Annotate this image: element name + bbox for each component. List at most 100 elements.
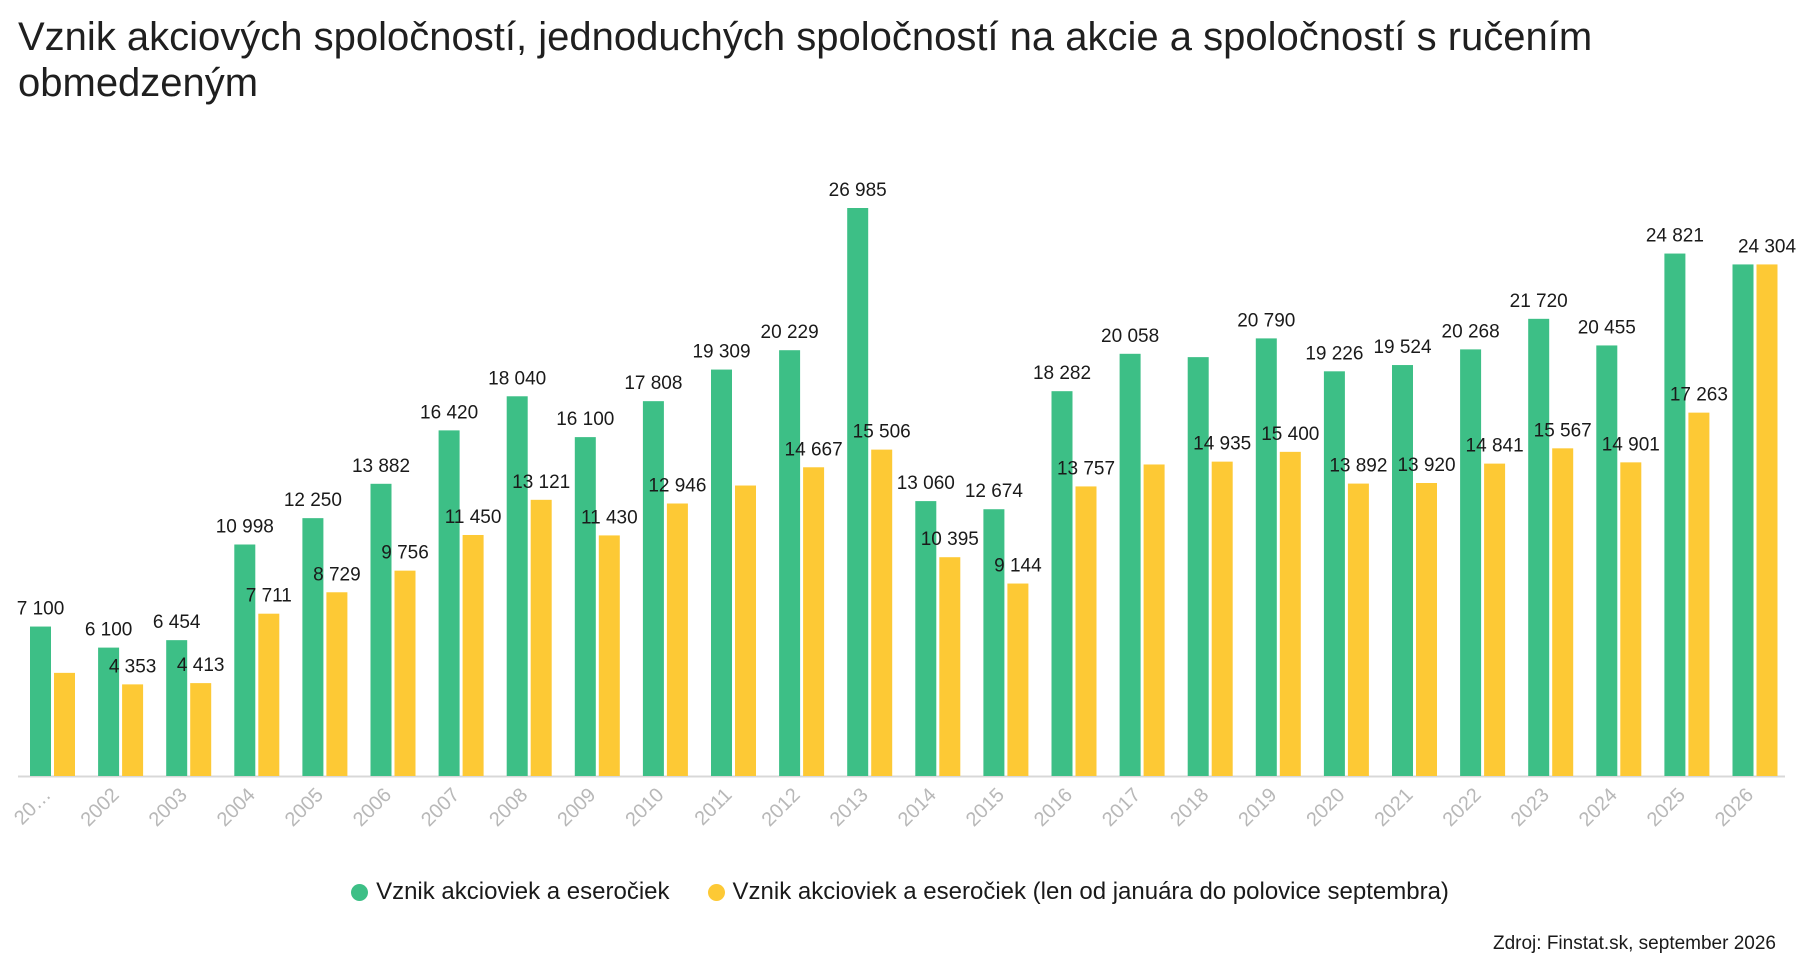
data-label-partial-2023: 15 567 — [1534, 420, 1592, 441]
bar-total-2015 — [983, 509, 1005, 776]
data-label-total-2015: 12 674 — [965, 481, 1024, 502]
x-tick-label-2006: 2006 — [349, 784, 396, 831]
data-label-partial-2024: 14 901 — [1602, 434, 1660, 455]
x-tick-label-2017: 2017 — [1098, 784, 1145, 831]
data-label-total-2007: 16 420 — [420, 402, 478, 423]
data-label-total-2016: 18 282 — [1033, 363, 1091, 384]
x-tick-label-2018: 2018 — [1166, 784, 1213, 831]
x-tick-label-2012: 2012 — [758, 784, 805, 831]
bar-partial-2009 — [598, 535, 620, 776]
bar-partial-2026 — [1756, 264, 1778, 776]
bar-partial-2020 — [1347, 483, 1369, 776]
data-label-partial-2018: 14 935 — [1193, 434, 1251, 455]
data-label-total-20…: 7 100 — [17, 599, 65, 620]
data-label-partial-2002: 4 353 — [109, 656, 157, 677]
bar-total-2012 — [779, 350, 801, 776]
x-tick-label-2016: 2016 — [1030, 784, 1077, 831]
bar-total-2005 — [302, 518, 324, 776]
data-label-total-2005: 12 250 — [284, 490, 342, 511]
bar-partial-2006 — [394, 570, 416, 776]
data-label-total-2021: 19 524 — [1373, 337, 1432, 358]
bar-total-2003 — [166, 640, 188, 776]
x-tick-label-2008: 2008 — [485, 784, 532, 831]
x-tick-label-2022: 2022 — [1439, 784, 1486, 831]
bar-partial-2002 — [122, 684, 144, 776]
bar-total-2002 — [98, 647, 120, 776]
data-label-total-2013: 26 985 — [829, 180, 887, 201]
bar-total-2018 — [1187, 357, 1209, 776]
data-label-partial-2006: 9 756 — [381, 543, 429, 564]
bar-total-2024 — [1596, 345, 1618, 776]
bar-total-2010 — [642, 401, 664, 776]
data-label-partial-2004: 7 711 — [246, 586, 292, 607]
data-label-partial-2003: 4 413 — [177, 655, 225, 676]
chart-title: Vznik akciových spoločností, jednoduchýc… — [18, 15, 1593, 105]
bar-partial-2010 — [666, 503, 688, 776]
data-label-total-2006: 13 882 — [352, 456, 410, 477]
x-tick-label-2021: 2021 — [1371, 784, 1418, 831]
bar-partial-2004 — [258, 613, 280, 776]
source-note: Zdroj: Finstat.sk, september 2026 — [1492, 933, 1776, 954]
bar-total-2021 — [1392, 365, 1413, 776]
data-label-total-2002: 6 100 — [85, 620, 133, 641]
x-tick-label-2015: 2015 — [962, 784, 1009, 831]
bar-partial-2021 — [1416, 483, 1437, 776]
bar-partial-2019 — [1279, 451, 1301, 776]
data-label-partial-2012: 14 667 — [785, 439, 843, 460]
bar-partial-2012 — [803, 467, 825, 776]
bar-partial-2022 — [1484, 463, 1506, 776]
legend: Vznik akcioviek a eseročiek Vznik akciov… — [0, 878, 1800, 906]
x-tick-label-2025: 2025 — [1643, 784, 1690, 831]
data-label-total-2008: 18 040 — [488, 368, 546, 389]
data-label-partial-2013: 15 506 — [853, 422, 911, 443]
bar-chart: 7 100 20… 6 100 4 353 2002 6 454 4 413 2003 10 9… — [10, 180, 1796, 831]
bar-total-2016 — [1051, 391, 1073, 776]
bar-partial-2007 — [462, 534, 484, 776]
bar-partial-2018 — [1211, 461, 1233, 776]
bar-total-2006 — [370, 483, 392, 776]
data-label-partial-2010: 12 946 — [648, 476, 706, 497]
bar-partial-2008 — [530, 499, 552, 776]
legend-label-total: Vznik akcioviek a eseročiek — [376, 878, 670, 905]
bar-total-20… — [30, 626, 51, 776]
data-label-total-2019: 20 790 — [1237, 310, 1295, 331]
bar-partial-2003 — [190, 683, 212, 776]
data-label-total-2012: 20 229 — [761, 322, 819, 343]
data-label-total-2014: 13 060 — [897, 473, 955, 494]
bar-total-2023 — [1528, 318, 1550, 776]
x-tick-label-2009: 2009 — [553, 784, 600, 831]
data-label-partial-2022: 14 841 — [1466, 436, 1524, 457]
bar-total-2011 — [711, 369, 732, 776]
bar-total-2007 — [438, 430, 460, 776]
bar-total-2019 — [1255, 338, 1277, 776]
x-tick-label-2024: 2024 — [1575, 784, 1622, 831]
legend-item-partial[interactable]: Vznik akcioviek a eseročiek (len od janu… — [707, 878, 1449, 906]
bar-partial-2023 — [1552, 448, 1574, 776]
bar-partial-2011 — [735, 485, 756, 776]
data-label-total-2004: 10 998 — [216, 517, 274, 538]
legend-marker-green — [351, 883, 369, 901]
data-label-partial-2021: 13 920 — [1397, 455, 1455, 476]
bar-total-2009 — [574, 437, 596, 776]
bar-total-2020 — [1323, 371, 1345, 776]
data-label-total-2025: 24 821 — [1646, 226, 1704, 247]
data-label-partial-2014: 10 395 — [921, 529, 979, 550]
bar-total-2017 — [1119, 353, 1141, 776]
x-tick-label-2007: 2007 — [417, 784, 464, 831]
x-tick-label-2002: 2002 — [77, 784, 124, 831]
data-label-total-2017: 20 058 — [1101, 326, 1159, 347]
x-tick-label-2023: 2023 — [1507, 784, 1554, 831]
bar-partial-2015 — [1007, 583, 1029, 776]
legend-item-total[interactable]: Vznik akcioviek a eseročiek — [351, 878, 670, 906]
data-label-partial-2020: 13 892 — [1329, 456, 1387, 477]
bar-partial-2024 — [1620, 462, 1642, 776]
data-label-total-2023: 21 720 — [1510, 291, 1568, 312]
x-tick-label-2011: 2011 — [691, 784, 737, 830]
data-label-total-2024: 20 455 — [1578, 317, 1636, 338]
x-tick-label-20…: 20… — [10, 784, 55, 829]
data-label-total-2022: 20 268 — [1442, 321, 1500, 342]
x-tick-label-2019: 2019 — [1234, 784, 1281, 831]
bar-partial-2014 — [939, 557, 961, 776]
x-tick-label-2026: 2026 — [1711, 784, 1758, 831]
bar-total-2013 — [847, 208, 869, 776]
